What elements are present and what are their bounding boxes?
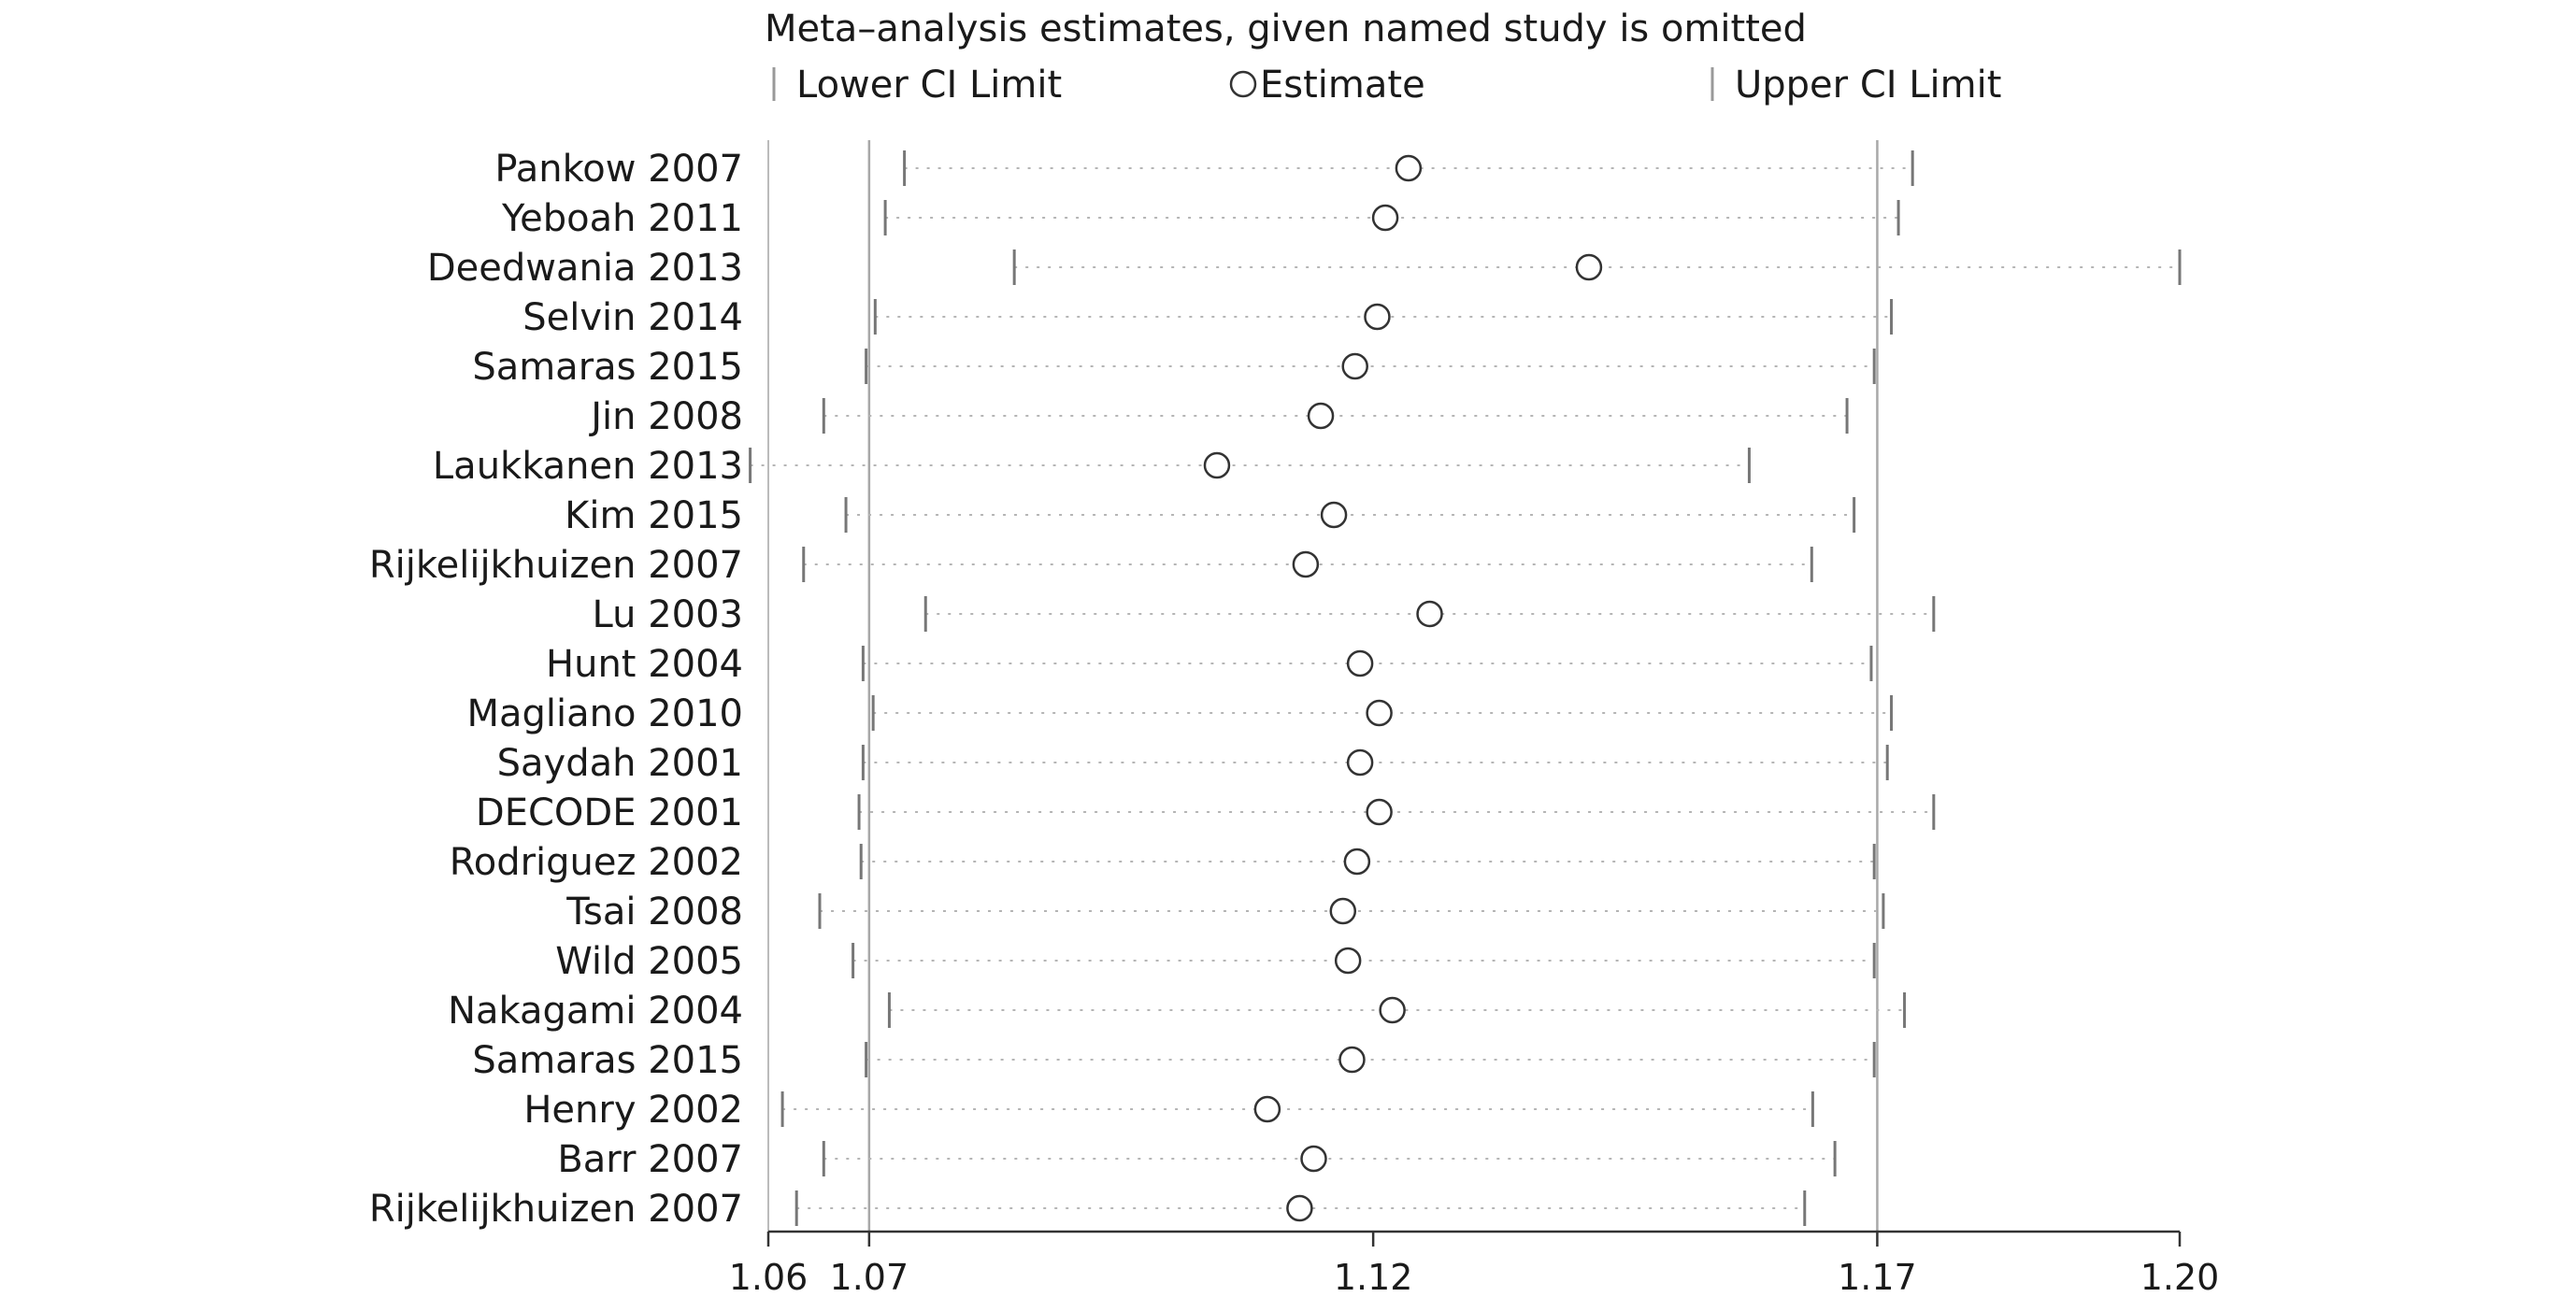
study-row: Jin 2008 — [588, 395, 1849, 438]
estimate-marker — [1346, 748, 1374, 777]
study-label: Barr 2007 — [557, 1138, 743, 1181]
x-tick-label: 1.12 — [1334, 1257, 1413, 1297]
estimate-marker — [1341, 352, 1368, 380]
legend-estimate-label: Estimate — [1260, 64, 1425, 107]
study-row: Kim 2015 — [565, 494, 1856, 537]
study-label: Tsai 2008 — [565, 891, 743, 934]
estimate-marker — [1307, 402, 1335, 430]
study-row: Barr 2007 — [557, 1138, 1837, 1181]
chart-title: Meta–analysis estimates, given named stu… — [765, 7, 1807, 50]
study-label: Magliano 2010 — [467, 692, 744, 735]
estimate-marker — [1366, 699, 1393, 727]
study-rows: Pankow 2007 Yeboah 2011 Deedwania 2013 Selv… — [369, 148, 2182, 1231]
study-row: Samaras 2015 — [472, 1039, 1876, 1082]
study-label: Rodriguez 2002 — [450, 841, 743, 884]
estimate-marker — [1320, 501, 1348, 529]
study-row: DECODE 2001 — [476, 791, 1936, 834]
study-label: Rijkelijkhuizen 2007 — [369, 1188, 743, 1231]
estimate-marker — [1395, 154, 1423, 182]
study-row: Rijkelijkhuizen 2007 — [369, 1188, 1807, 1231]
reference-lines — [767, 140, 1879, 1232]
estimate-marker — [1364, 303, 1391, 331]
estimate-marker — [1300, 1145, 1327, 1173]
legend-upper-label: Upper CI Limit — [1735, 64, 2001, 107]
legend: Lower CI Limit Estimate Upper CI Limit — [772, 64, 2001, 107]
study-row: Laukkanen 2013 — [433, 445, 1751, 488]
study-row: Tsai 2008 — [565, 891, 1885, 934]
estimate-marker — [1416, 600, 1443, 628]
study-label: Samaras 2015 — [472, 1039, 743, 1082]
estimate-marker — [1338, 1046, 1366, 1074]
study-row: Nakagami 2004 — [448, 990, 1907, 1033]
study-row: Magliano 2010 — [467, 692, 1894, 735]
study-row: Wild 2005 — [555, 940, 1876, 983]
study-row: Rodriguez 2002 — [450, 841, 1876, 884]
study-label: Hunt 2004 — [546, 643, 743, 686]
estimate-marker — [1346, 649, 1374, 677]
study-row: Samaras 2015 — [472, 346, 1876, 389]
study-label: Lu 2003 — [593, 593, 743, 636]
x-axis: 1.06 1.07 1.12 1.17 1.20 — [729, 1230, 2220, 1297]
estimate-marker — [1203, 451, 1231, 479]
study-label: Pankow 2007 — [494, 148, 743, 191]
study-label: Kim 2015 — [565, 494, 743, 537]
study-row: Henry 2002 — [523, 1089, 1814, 1132]
study-label: DECODE 2001 — [476, 791, 743, 834]
study-label: Rijkelijkhuizen 2007 — [369, 544, 743, 587]
study-row: Lu 2003 — [593, 593, 1936, 636]
study-row: Saydah 2001 — [497, 742, 1889, 785]
study-label: Saydah 2001 — [497, 742, 743, 785]
study-label: Jin 2008 — [588, 395, 743, 438]
study-label: Henry 2002 — [523, 1089, 743, 1132]
study-row: Rijkelijkhuizen 2007 — [369, 544, 1813, 587]
x-tick-label: 1.20 — [2140, 1257, 2220, 1297]
estimate-marker — [1329, 897, 1357, 925]
study-label: Samaras 2015 — [472, 346, 743, 389]
study-label: Wild 2005 — [555, 940, 743, 983]
estimate-marker — [1379, 996, 1406, 1024]
x-tick-label: 1.07 — [830, 1257, 909, 1297]
study-row: Selvin 2014 — [522, 296, 1894, 339]
estimate-marker — [1334, 947, 1362, 975]
study-label: Deedwania 2013 — [427, 247, 743, 290]
study-row: Yeboah 2011 — [501, 197, 1900, 240]
estimate-marker — [1366, 798, 1393, 826]
study-row: Hunt 2004 — [546, 643, 1873, 686]
estimate-marker — [1575, 253, 1603, 281]
estimate-marker — [1292, 550, 1320, 578]
estimate-marker — [1371, 204, 1399, 232]
study-row: Deedwania 2013 — [427, 247, 2182, 290]
study-label: Nakagami 2004 — [448, 990, 743, 1033]
estimate-marker — [1253, 1095, 1281, 1123]
study-label: Laukkanen 2013 — [433, 445, 743, 488]
study-label: Selvin 2014 — [522, 296, 743, 339]
estimate-marker — [1286, 1194, 1313, 1222]
legend-lower-label: Lower CI Limit — [796, 64, 1062, 107]
x-tick-label: 1.17 — [1838, 1257, 1917, 1297]
study-row: Pankow 2007 — [494, 148, 1914, 191]
x-tick-label: 1.06 — [729, 1257, 809, 1297]
estimate-marker — [1343, 848, 1371, 876]
legend-estimate-marker — [1229, 70, 1257, 98]
study-label: Yeboah 2011 — [501, 197, 743, 240]
